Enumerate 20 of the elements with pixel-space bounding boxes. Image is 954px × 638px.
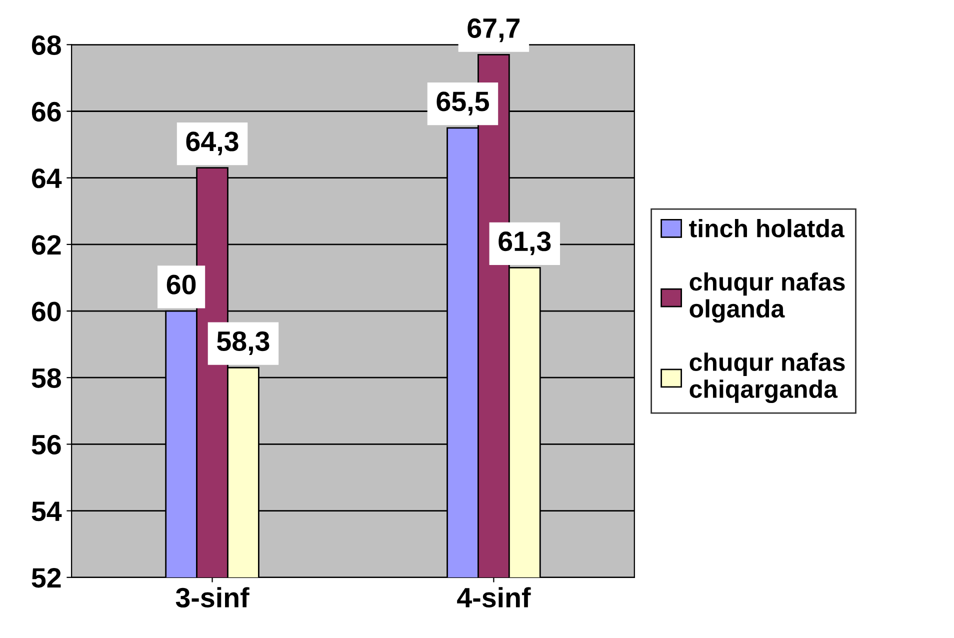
y-tick-label: 54 bbox=[32, 502, 62, 522]
x-tick-label: 4-sinf bbox=[457, 587, 531, 608]
legend-label: chuqur nafas chiqarganda bbox=[690, 352, 845, 404]
data-label: 58,3 bbox=[217, 331, 270, 356]
y-tick-label: 52 bbox=[32, 568, 61, 588]
y-tick-label: 56 bbox=[32, 434, 61, 455]
y-tick-label: 68 bbox=[32, 35, 61, 55]
legend-label: tinch holatda bbox=[689, 219, 845, 238]
y-tick-label: 66 bbox=[32, 102, 61, 122]
x-tick-label: 3-sinf bbox=[176, 587, 250, 608]
y-tick-label: 60 bbox=[32, 302, 61, 322]
data-label: 64,3 bbox=[186, 132, 238, 156]
data-label: 61,3 bbox=[498, 231, 551, 256]
legend-label: chuqur nafas olganda bbox=[690, 272, 845, 323]
data-label: 65,5 bbox=[436, 92, 489, 116]
y-tick-label: 64 bbox=[32, 168, 62, 188]
data-label: 60 bbox=[166, 274, 196, 294]
data-label: 67,7 bbox=[468, 18, 520, 42]
y-tick-label: 58 bbox=[32, 368, 61, 388]
y-tick-label: 62 bbox=[32, 235, 61, 255]
